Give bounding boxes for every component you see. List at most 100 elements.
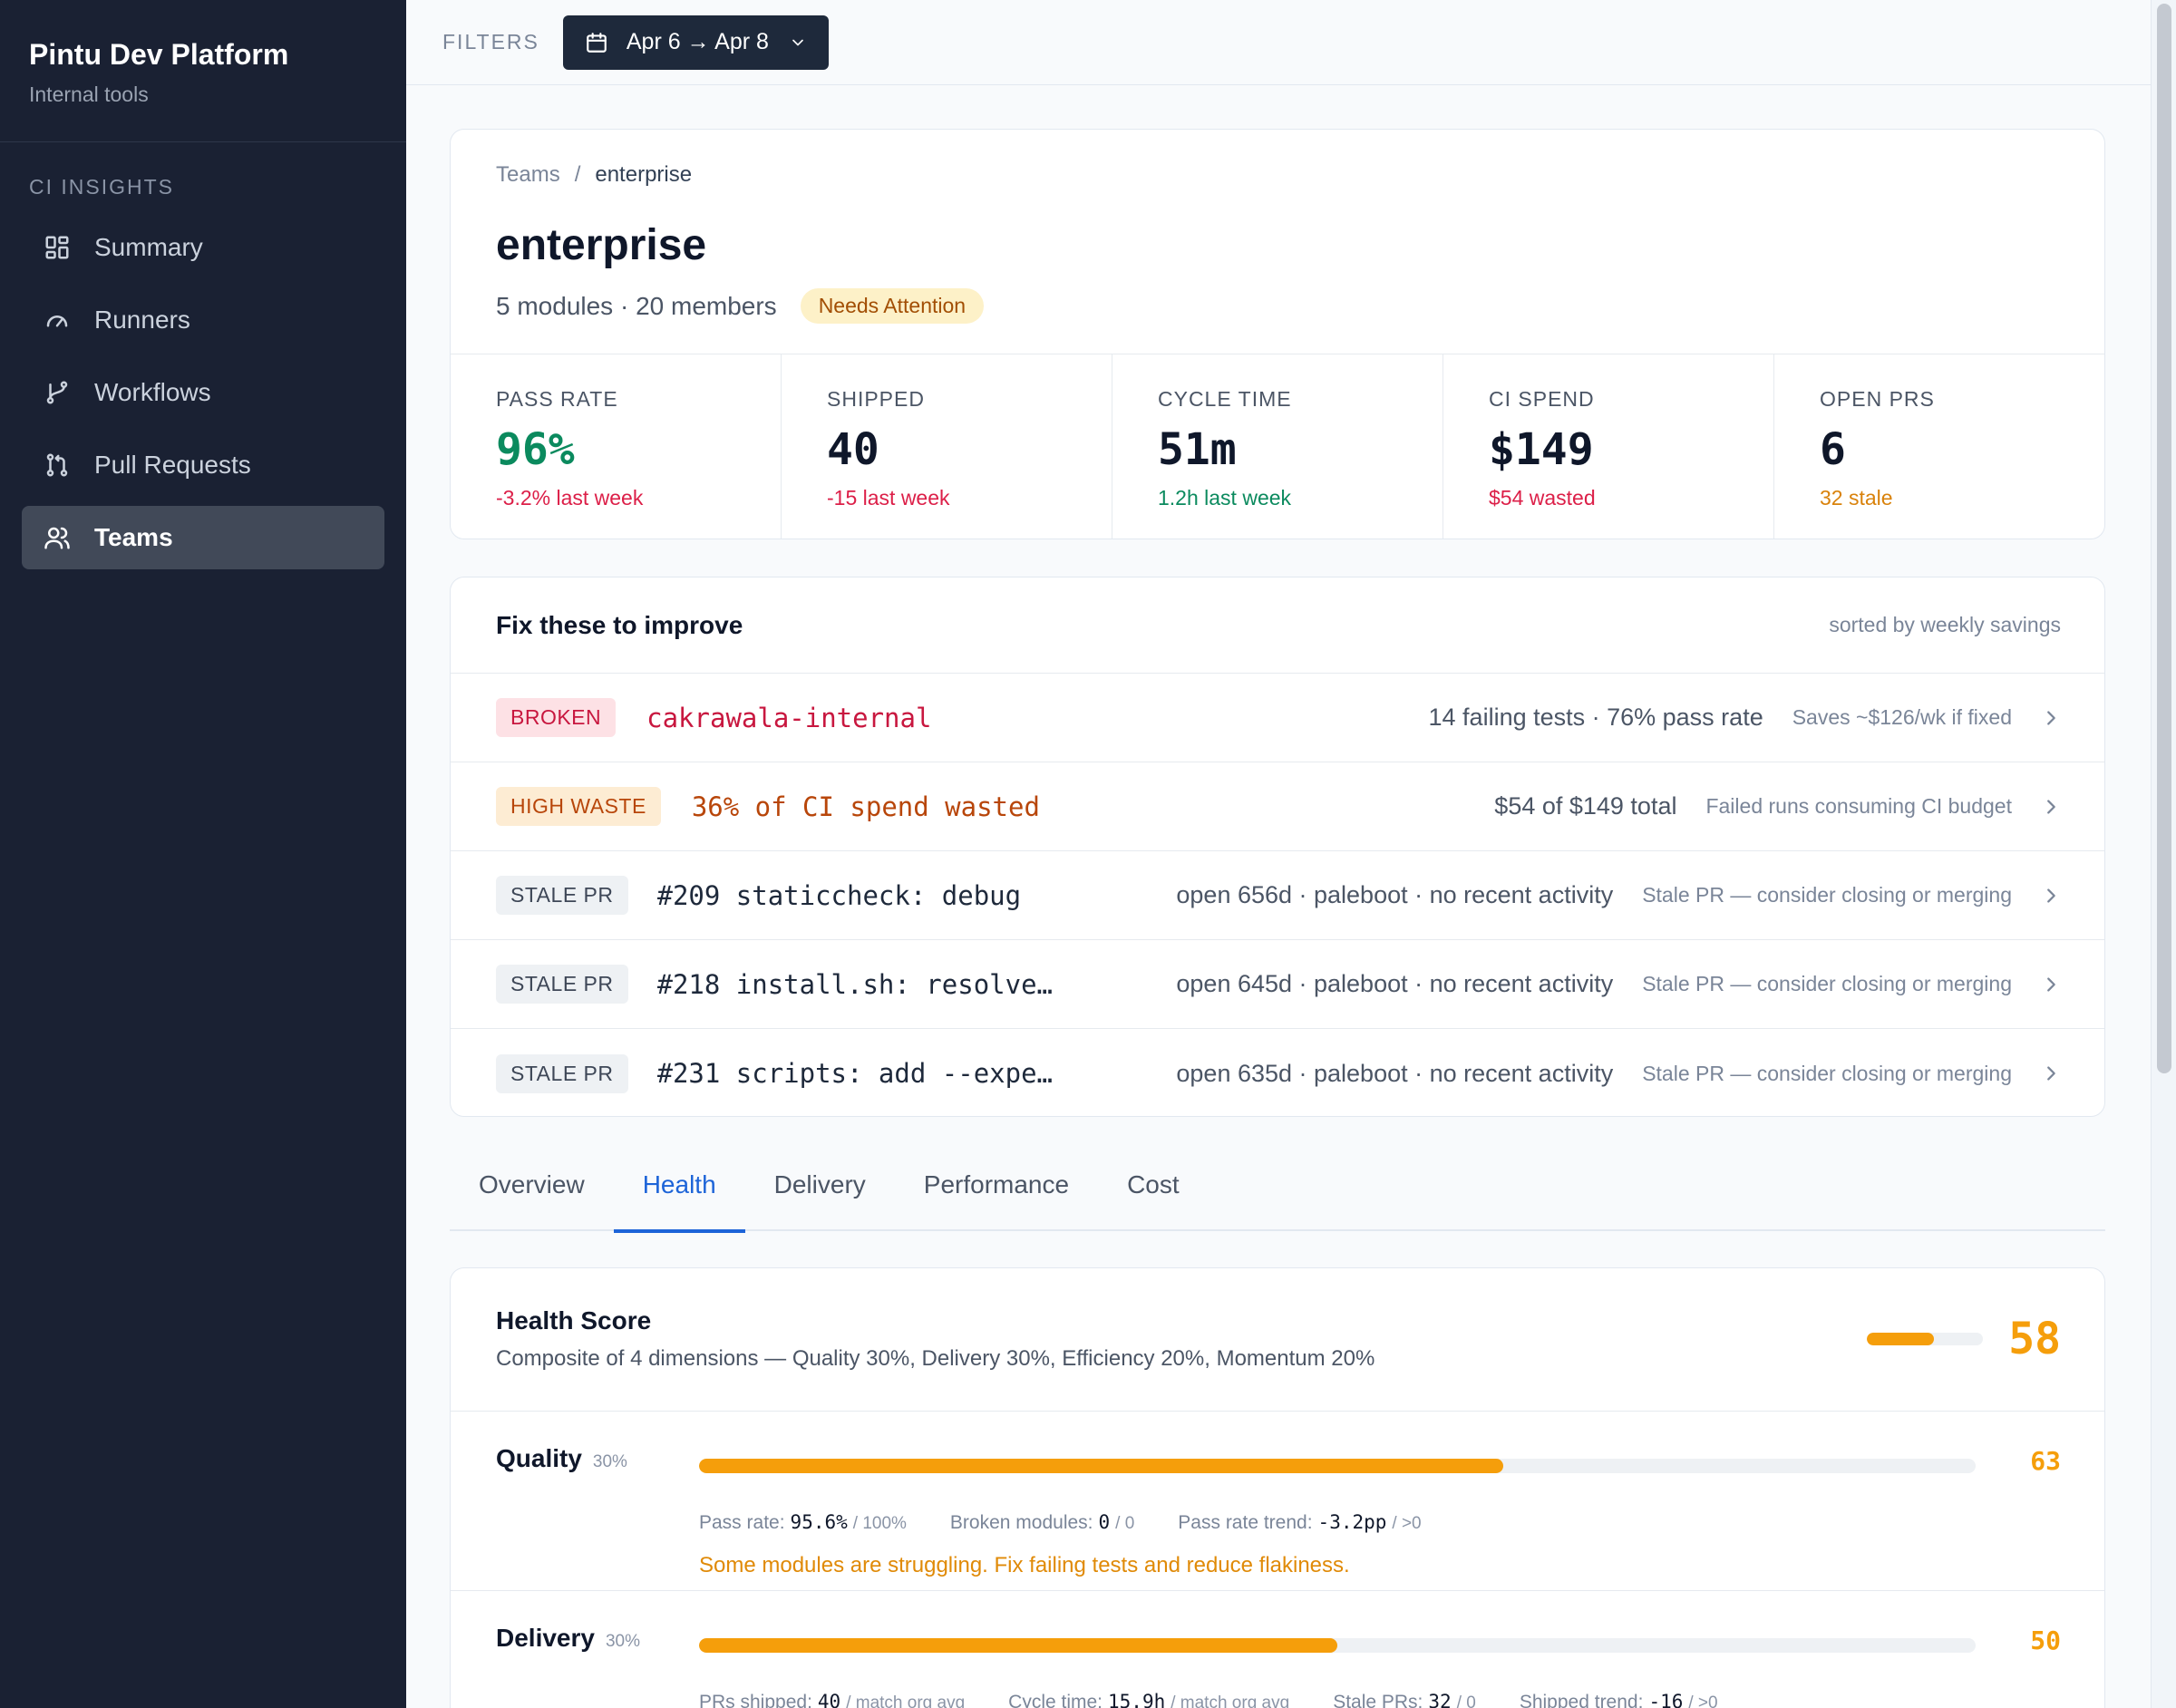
dimension-bar: [699, 1459, 1976, 1473]
dimension-name: Quality 30%: [496, 1444, 627, 1473]
stat-value: 6: [1820, 424, 1846, 475]
metric-value: 40: [817, 1691, 841, 1708]
metric-label: Cycle time:: [1008, 1692, 1103, 1708]
fix-item-stale-pr[interactable]: STALE PR #231 scripts: add --exper… open…: [451, 1029, 2104, 1116]
status-badge: Needs Attention: [800, 288, 985, 324]
sidebar-item-workflows[interactable]: Workflows: [22, 361, 384, 424]
fix-item-name: #218 install.sh: resolve …: [656, 968, 1056, 1000]
breadcrumb-current: enterprise: [595, 162, 693, 187]
fix-item-hint: Saves ~$126/wk if fixed: [1792, 705, 2012, 729]
high-waste-tag: HIGH WASTE: [496, 787, 661, 826]
chevron-right-icon: [2047, 710, 2055, 725]
fix-item-hint: Stale PR — consider closing or merging: [1642, 1061, 2012, 1085]
tab-performance[interactable]: Performance: [923, 1170, 1070, 1199]
fix-item-hint: Stale PR — consider closing or merging: [1642, 883, 2012, 907]
stat-pass-rate: PASS RATE 96% -3.2% last week: [451, 354, 782, 539]
stat-delta: $54 wasted: [1489, 486, 1596, 509]
stat-delta: 1.2h last week: [1158, 486, 1292, 509]
breadcrumb-separator: /: [574, 162, 581, 187]
metric-shipped-trend: Shipped trend: -16 / >0: [1520, 1691, 1718, 1708]
metric-cycle-time: Cycle time: 15.9h / match org avg: [1008, 1691, 1289, 1708]
stat-value: 40: [827, 424, 879, 475]
health-score-summary: 58: [1867, 1314, 2061, 1364]
stat-delta: 32 stale: [1820, 486, 1893, 509]
metric-label: PRs shipped:: [699, 1692, 812, 1708]
stat-label: SHIPPED: [827, 387, 925, 411]
health-score-title: Health Score: [496, 1306, 652, 1334]
sidebar: Pintu Dev Platform Internal tools CI INS…: [0, 0, 406, 1708]
fix-item-stale-pr[interactable]: STALE PR #209 staticcheck: debug open 65…: [451, 851, 2104, 940]
dimension-score: 50: [2030, 1626, 2061, 1655]
date-range-label: Apr 6 → Apr 8: [626, 29, 769, 54]
sidebar-item-runners[interactable]: Runners: [22, 288, 384, 352]
metric-value: -3.2pp: [1317, 1511, 1387, 1533]
filters-label: FILTERS: [442, 30, 539, 53]
app-title: Pintu Dev Platform: [29, 38, 289, 71]
stat-delta: -15 last week: [827, 486, 950, 509]
fix-item-hint: Failed runs consuming CI budget: [1705, 794, 2012, 818]
metric-label: Pass rate:: [699, 1512, 785, 1533]
fix-item-stale-pr[interactable]: STALE PR #218 install.sh: resolve … open…: [451, 940, 2104, 1029]
metric-pass-rate-trend: Pass rate trend: -3.2pp / >0: [1178, 1511, 1421, 1534]
health-score-subtitle: Composite of 4 dimensions — Quality 30%,…: [496, 1346, 1375, 1371]
stat-label: PASS RATE: [496, 387, 618, 411]
sidebar-item-label: Workflows: [94, 378, 211, 406]
stat-value: $149: [1489, 424, 1594, 475]
page-scrollbar[interactable]: [2151, 0, 2176, 1708]
dimension-bar: [699, 1638, 1976, 1653]
git-pull-request-icon: [44, 451, 71, 479]
sidebar-item-summary[interactable]: Summary: [22, 216, 384, 279]
sidebar-item-label: Pull Requests: [94, 451, 251, 479]
team-header-card: Teams / enterprise enterprise 5 modules …: [450, 129, 2105, 539]
tab-cost[interactable]: Cost: [1127, 1170, 1180, 1199]
chevron-right-icon: [2047, 799, 2055, 814]
dimension-score: 63: [2030, 1446, 2061, 1476]
stat-open-prs: OPEN PRS 6 32 stale: [1774, 354, 2104, 539]
stat-shipped: SHIPPED 40 -15 last week: [782, 354, 1112, 539]
stat-value: 51m: [1158, 424, 1237, 475]
page-title: enterprise: [496, 221, 707, 269]
dimension-weight: 30%: [592, 1452, 627, 1471]
metric-value: 15.9h: [1108, 1691, 1166, 1708]
fix-item-high-waste[interactable]: HIGH WASTE 36% of CI spend wasted $54 of…: [451, 762, 2104, 851]
metric-label: Stale PRs:: [1333, 1692, 1423, 1708]
fix-item-name: 36% of CI spend wasted: [691, 791, 1040, 822]
fix-item-detail: open 635d · paleboot · no recent activit…: [1176, 1059, 1614, 1087]
fix-list-header: Fix these to improve sorted by weekly sa…: [451, 577, 2104, 674]
fix-item-name: #209 staticcheck: debug: [656, 879, 1022, 911]
tab-overview[interactable]: Overview: [479, 1170, 585, 1199]
dimension-weight: 30%: [605, 1632, 640, 1651]
scrollbar-thumb[interactable]: [2157, 4, 2171, 1073]
git-branch-icon: [44, 379, 71, 406]
sidebar-item-teams[interactable]: Teams: [22, 506, 384, 569]
health-score-card: Health Score Composite of 4 dimensions —…: [450, 1267, 2105, 1708]
calendar-icon: [587, 32, 607, 53]
metric-label: Pass rate trend:: [1178, 1512, 1313, 1533]
health-score-bar: [1867, 1333, 1984, 1345]
dimension-delivery: Delivery 30% 50 PRs shipped: 40 / match org…: [451, 1591, 2104, 1708]
dimension-label: Delivery: [496, 1624, 595, 1652]
grid-icon: [44, 234, 71, 261]
metric-broken-modules: Broken modules: 0/ 0: [950, 1511, 1134, 1534]
tab-delivery[interactable]: Delivery: [773, 1170, 866, 1199]
fix-item-hint: Stale PR — consider closing or merging: [1642, 972, 2012, 995]
sidebar-item-pull-requests[interactable]: Pull Requests: [22, 433, 384, 497]
dimension-quality: Quality 30% 63 Pass rate: 95.6%/ 100% Brok…: [451, 1412, 2104, 1591]
stale-pr-tag: STALE PR: [496, 1053, 628, 1093]
tab-health[interactable]: Health: [613, 1139, 745, 1233]
fix-item-broken[interactable]: BROKEN cakrawala-internal 14 failing tes…: [451, 674, 2104, 762]
nav-section-label: CI INSIGHTS: [29, 175, 175, 199]
stats-row: PASS RATE 96% -3.2% last week SHIPPED 40…: [451, 354, 2104, 539]
fix-item-name: #231 scripts: add --exper…: [656, 1058, 1056, 1089]
sidebar-item-label: Summary: [94, 233, 203, 261]
dimension-bar-fill: [699, 1459, 1504, 1473]
metric-value: 95.6%: [790, 1511, 848, 1533]
health-score-value: 58: [2008, 1314, 2061, 1364]
chevron-right-icon: [2047, 1066, 2055, 1081]
top-bar: FILTERS Apr 6 → Apr 8: [406, 0, 2151, 85]
users-icon: [44, 524, 71, 551]
breadcrumb-teams-link[interactable]: Teams: [496, 162, 560, 187]
chevron-right-icon: [2047, 976, 2055, 992]
date-range-button[interactable]: Apr 6 → Apr 8: [562, 15, 829, 70]
health-score-header: Health Score Composite of 4 dimensions —…: [451, 1268, 2104, 1412]
